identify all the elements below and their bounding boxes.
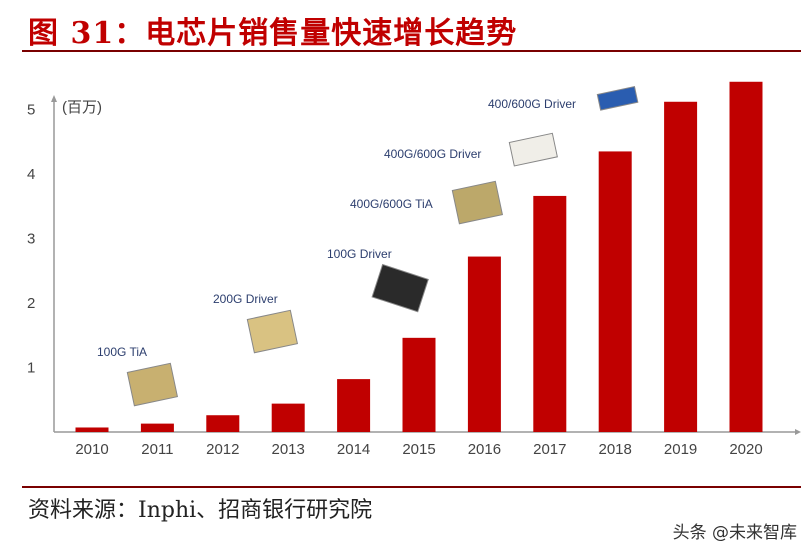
x-tick-label: 2011 — [141, 441, 173, 458]
x-tick-label: 2012 — [206, 441, 239, 458]
annotation-label: 100G Driver — [327, 247, 392, 261]
x-tick-label: 2015 — [402, 441, 435, 458]
bar-2016 — [467, 256, 501, 432]
bar-2010 — [75, 427, 109, 432]
figure-title: 图 31：电芯片销售量快速增长趋势 — [28, 16, 518, 51]
chip-icon — [126, 362, 179, 407]
y-axis-label: (百万) — [62, 99, 102, 116]
bar-2018 — [598, 151, 632, 433]
bar-2020 — [729, 81, 763, 432]
annotation-label: 100G TiA — [97, 345, 147, 359]
chip-icon — [596, 85, 639, 111]
x-tick-label: 2019 — [664, 441, 697, 458]
source-note: 资料来源：Inphi、招商银行研究院 — [28, 498, 373, 523]
y-tick-label: 4 — [27, 166, 35, 183]
y-tick-label: 5 — [27, 102, 35, 119]
title-divider — [22, 50, 801, 52]
bar-2012 — [206, 415, 240, 432]
x-tick-label: 2010 — [75, 441, 108, 458]
x-axis-arrow — [795, 429, 801, 435]
bar-2017 — [533, 195, 567, 432]
bar-2019 — [664, 101, 698, 432]
watermark: 头条 @未来智库 — [672, 523, 797, 543]
annotation-label: 400G/600G Driver — [384, 147, 481, 161]
bar-2013 — [271, 403, 305, 432]
x-tick-label: 2013 — [272, 441, 305, 458]
x-tick-label: 2014 — [337, 441, 370, 458]
x-tick-label: 2018 — [599, 441, 632, 458]
x-tick-label: 2020 — [729, 441, 762, 458]
annotation-label: 400/600G Driver — [488, 97, 576, 111]
bar-2011 — [140, 423, 174, 432]
annotation-label: 200G Driver — [213, 292, 278, 306]
y-tick-label: 1 — [27, 360, 35, 377]
annotation-label: 400G/600G TiA — [350, 197, 433, 211]
chip-icon — [508, 132, 558, 167]
chip-icon — [246, 309, 299, 354]
chip-icon — [451, 180, 504, 225]
y-tick-label: 3 — [27, 231, 35, 248]
bar-2015 — [402, 337, 436, 432]
bar-chart: (百万) 1 2 3 4 5 2010 2011 2012 2013 2014 2015 2016 201… — [27, 81, 801, 458]
y-tick-label: 2 — [27, 295, 35, 312]
chip-icon — [371, 263, 429, 313]
bar-2014 — [337, 379, 371, 432]
footer-divider — [22, 486, 801, 488]
x-tick-label: 2016 — [468, 441, 501, 458]
x-tick-label: 2017 — [533, 441, 566, 458]
y-axis-arrow — [51, 95, 57, 102]
